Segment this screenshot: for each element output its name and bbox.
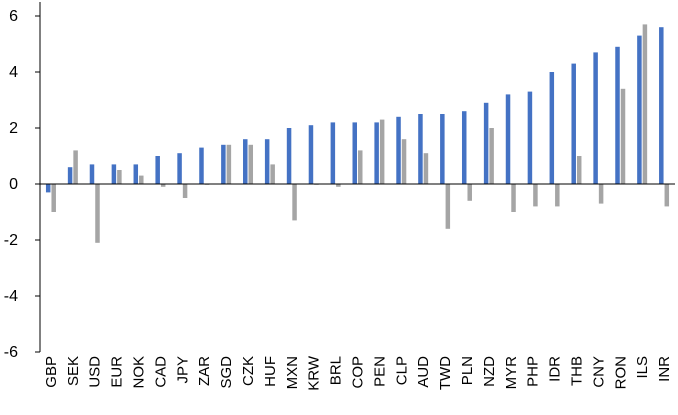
x-tick-label: NZD bbox=[481, 356, 498, 387]
x-tick-label: CNY bbox=[590, 356, 607, 388]
bar-usd-series-1 bbox=[89, 164, 95, 184]
bar-idr-series-2 bbox=[555, 184, 560, 207]
x-tick-label: USD bbox=[87, 356, 104, 388]
x-tick-label: MYR bbox=[503, 356, 520, 390]
bar-aud-series-2 bbox=[423, 153, 429, 184]
bar-pln-series-1 bbox=[461, 111, 467, 184]
bar-twd-series-2 bbox=[445, 184, 451, 229]
y-tick-label: 4 bbox=[9, 64, 18, 81]
x-tick-label: CLP bbox=[393, 356, 410, 385]
bar-sgd-series-1 bbox=[221, 144, 226, 184]
bar-php-series-1 bbox=[527, 91, 533, 184]
bar-brl-series-2 bbox=[336, 184, 341, 187]
x-tick-label: NOK bbox=[131, 356, 148, 389]
bar-nzd-series-1 bbox=[483, 102, 489, 184]
x-tick-label: PHP bbox=[525, 356, 542, 387]
x-tick-label: CAD bbox=[152, 356, 169, 388]
bar-krw-series-1 bbox=[308, 125, 314, 184]
bar-huf-series-2 bbox=[270, 164, 275, 184]
bar-thb-series-1 bbox=[571, 63, 576, 184]
bar-mxn-series-1 bbox=[286, 128, 292, 184]
bar-cop-series-2 bbox=[358, 150, 363, 184]
x-tick-label: ILS bbox=[634, 356, 651, 379]
x-tick-label: COP bbox=[350, 356, 367, 389]
bar-myr-series-1 bbox=[505, 94, 511, 184]
bar-thb-series-2 bbox=[576, 156, 582, 184]
bar-mxn-series-2 bbox=[292, 184, 297, 221]
bar-nok-series-2 bbox=[139, 175, 144, 184]
bar-eur-series-2 bbox=[117, 170, 122, 184]
bar-inr-series-2 bbox=[664, 184, 670, 207]
bar-huf-series-1 bbox=[264, 139, 270, 184]
bar-nok-series-1 bbox=[133, 164, 139, 184]
x-tick-label: HUF bbox=[262, 356, 279, 387]
bar-ron-series-2 bbox=[620, 88, 626, 184]
x-tick-label: BRL bbox=[328, 356, 345, 385]
x-tick-label: SGD bbox=[218, 356, 235, 389]
x-axis: GBP SEK USD EUR NOK CAD JPY ZAR SGD CZK HUF MXN KRW B… bbox=[40, 183, 675, 391]
bar-clp-series-2 bbox=[401, 139, 407, 184]
bar-czk-series-2 bbox=[248, 144, 254, 184]
y-tick-label: -2 bbox=[4, 232, 18, 249]
bar-cad-series-2 bbox=[160, 184, 166, 187]
x-tick-label: THB bbox=[568, 356, 585, 386]
x-tick-label: MXN bbox=[284, 356, 301, 389]
bar-eur-series-1 bbox=[111, 164, 117, 184]
bar-jpy-series-1 bbox=[177, 153, 182, 184]
y-axis: -6 -4 -2 0 2 4 6 bbox=[4, 2, 41, 361]
bar-zar-series-1 bbox=[199, 147, 204, 184]
y-tick-label: -4 bbox=[4, 288, 18, 305]
bar-cop-series-1 bbox=[352, 122, 357, 184]
bar-gbp-series-1 bbox=[45, 184, 51, 193]
x-tick-label: AUD bbox=[415, 356, 432, 388]
x-tick-label: TWD bbox=[437, 356, 454, 390]
x-tick-label: EUR bbox=[109, 356, 126, 388]
bar-sgd-series-2 bbox=[226, 144, 232, 184]
x-tick-label: PLN bbox=[459, 356, 476, 385]
bar-czk-series-1 bbox=[243, 139, 248, 184]
y-tick-label: -6 bbox=[4, 344, 18, 361]
bar-php-series-2 bbox=[533, 184, 538, 207]
x-tick-label: IDR bbox=[547, 356, 564, 382]
bar-cad-series-1 bbox=[155, 156, 160, 184]
y-tick-label: 0 bbox=[9, 176, 18, 193]
bar-brl-series-1 bbox=[330, 122, 336, 184]
bar-aud-series-1 bbox=[418, 114, 423, 184]
bar-ils-series-2 bbox=[642, 24, 648, 185]
bar-cny-series-2 bbox=[598, 184, 604, 204]
x-tick-label: ZAR bbox=[196, 356, 213, 386]
bar-jpy-series-2 bbox=[182, 184, 188, 198]
x-tick-label: PEN bbox=[371, 356, 388, 387]
x-tick-label: GBP bbox=[43, 356, 60, 388]
y-tick-label: 2 bbox=[9, 120, 18, 137]
bar-gbp-series-2 bbox=[51, 184, 56, 212]
bar-inr-series-1 bbox=[659, 27, 664, 185]
bar-clp-series-1 bbox=[396, 116, 401, 184]
bar-pen-series-2 bbox=[379, 119, 385, 184]
x-tick-label: RON bbox=[612, 356, 629, 389]
bar-ron-series-1 bbox=[615, 46, 620, 184]
x-tick-label: JPY bbox=[174, 356, 191, 384]
bar-ils-series-1 bbox=[637, 35, 642, 184]
x-tick-label: INR bbox=[656, 356, 673, 382]
bar-sek-series-1 bbox=[67, 167, 73, 184]
bar-pen-series-1 bbox=[374, 122, 379, 184]
x-tick-label: CZK bbox=[240, 356, 257, 386]
x-tick-label: SEK bbox=[65, 356, 82, 386]
bars bbox=[45, 24, 670, 243]
y-tick-label: 6 bbox=[9, 8, 18, 25]
bar-pln-series-2 bbox=[467, 184, 472, 201]
bar-myr-series-2 bbox=[511, 184, 516, 212]
bar-cny-series-1 bbox=[593, 52, 598, 185]
bar-sek-series-2 bbox=[73, 150, 78, 184]
bar-nzd-series-2 bbox=[489, 128, 494, 184]
x-tick-label: KRW bbox=[306, 355, 323, 391]
bar-usd-series-2 bbox=[95, 184, 100, 243]
bar-idr-series-1 bbox=[549, 72, 555, 184]
bar-twd-series-1 bbox=[440, 114, 445, 184]
